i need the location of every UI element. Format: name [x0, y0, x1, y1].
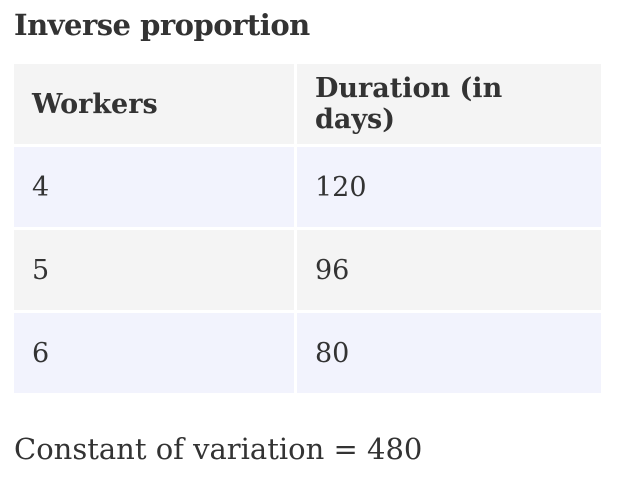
- table-cell: 6: [14, 313, 294, 393]
- data-table: Workers Duration (in days) 4 120 5 96 6 80: [11, 61, 604, 396]
- table-row: 5 96: [14, 230, 601, 310]
- table-row: 6 80: [14, 313, 601, 393]
- table-row: 4 120: [14, 147, 601, 227]
- title: Inverse proportion: [14, 8, 310, 42]
- table-cell: 80: [297, 313, 601, 393]
- header-cell: Duration (in days): [297, 64, 601, 144]
- footer-text: Constant of variation = 480: [14, 432, 423, 466]
- header-row: Workers Duration (in days): [14, 64, 601, 144]
- table-cell: 5: [14, 230, 294, 310]
- header-cell: Workers: [14, 64, 294, 144]
- table-cell: 120: [297, 147, 601, 227]
- table-cell: 96: [297, 230, 601, 310]
- table-cell: 4: [14, 147, 294, 227]
